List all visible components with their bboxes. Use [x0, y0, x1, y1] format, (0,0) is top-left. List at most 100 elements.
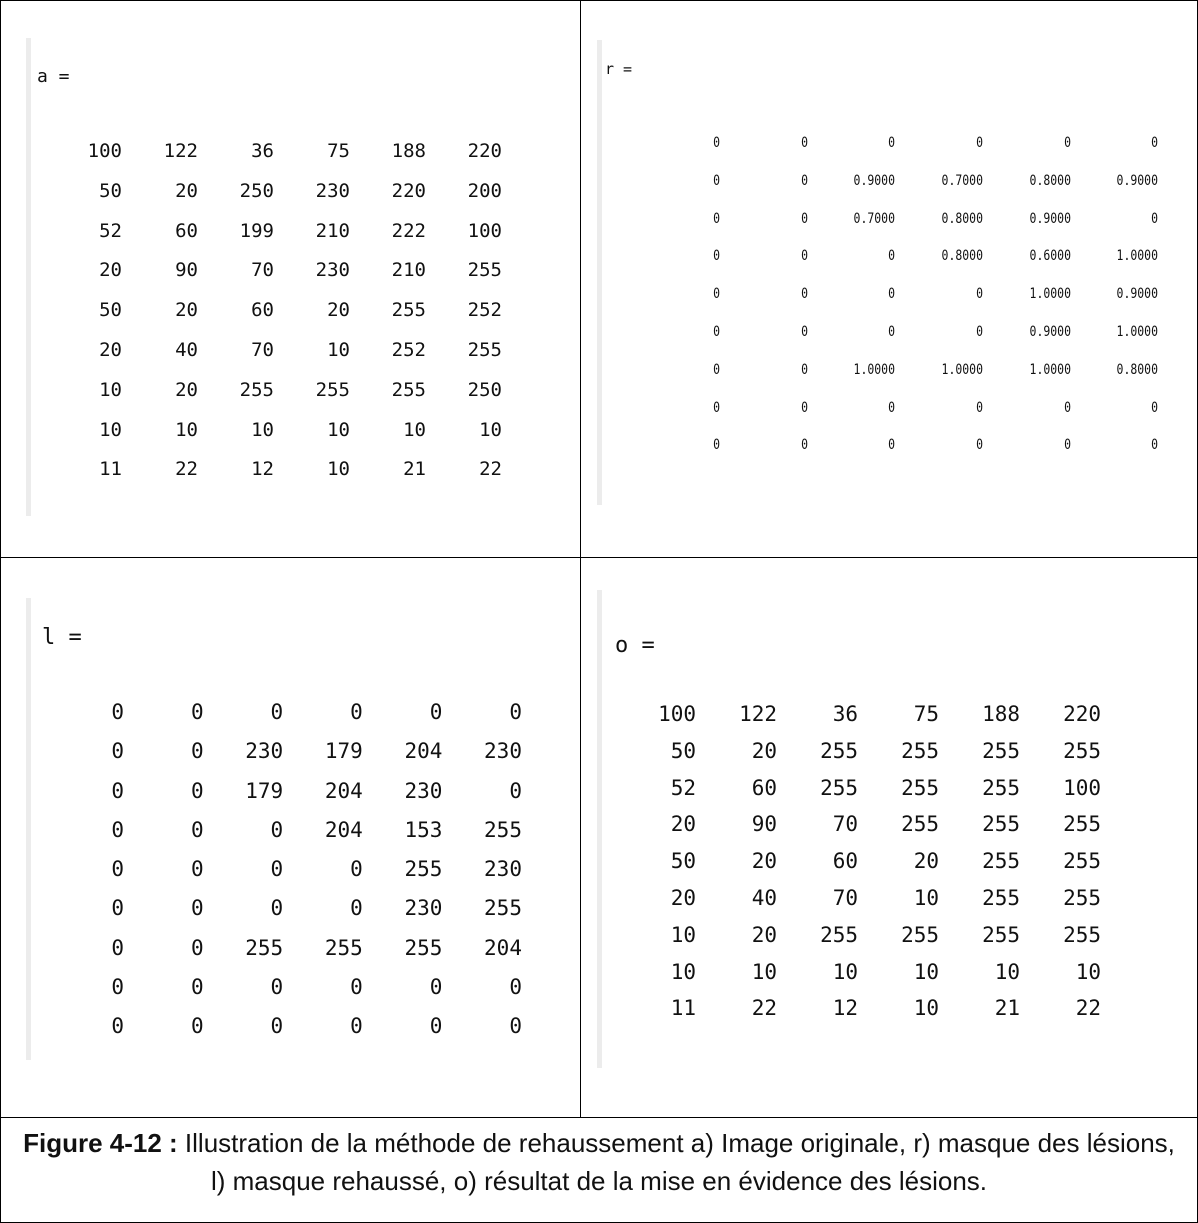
matrix-r-cell-value: 0: [800, 437, 808, 454]
matrix-o-cell-value: 22: [751, 996, 777, 1021]
matrix-l-cell-value: 255: [404, 935, 443, 960]
matrix-l-cell-value: 0: [270, 817, 284, 842]
matrix-o-cell-value: 255: [1063, 812, 1101, 837]
matrix-o-cell-value: 20: [751, 922, 777, 947]
matrix-l-cell-value: 0: [509, 975, 522, 1000]
matrix-o-cell-value: 10: [994, 959, 1020, 984]
matrix-l-cell-value: 0: [270, 1014, 284, 1039]
matrix-l-cell-value: 0: [111, 857, 124, 882]
matrix-l-cell-value: 0: [270, 896, 284, 921]
matrix-l-cell-value: 0: [190, 778, 204, 803]
matrix-a-cell-value: 255: [391, 299, 426, 322]
matrix-l-cell-value: 0: [190, 739, 204, 764]
matrix-a-cell-value: 250: [239, 179, 274, 202]
console-gutter-o: [597, 590, 602, 1068]
matrix-l-cell-value: 204: [324, 778, 363, 803]
matrix-l-cell-value: 0: [111, 935, 124, 960]
matrix-o-cell-value: 188: [982, 702, 1020, 726]
matrix-r-cell-value: 1.0000: [853, 361, 896, 378]
matrix-a-cell-value: 22: [175, 458, 198, 481]
matrix-o-cell-value: 10: [1075, 959, 1101, 984]
matrix-o-cell-value: 100: [658, 702, 696, 726]
matrix-a-cell-value: 36: [251, 140, 274, 162]
matrix-l-cell-value: 0: [429, 700, 443, 724]
matrix-a-cell-value: 52: [99, 219, 122, 242]
matrix-r-cell-value: 0: [888, 248, 896, 265]
matrix-a-cell-value: 188: [391, 140, 426, 162]
matrix-r-cell-value: 1.0000: [1116, 248, 1159, 265]
matrix-a-cell-value: 20: [99, 259, 122, 282]
matrix-l-cell-value: 0: [111, 817, 124, 842]
caption-text: Illustration de la méthode de rehausseme…: [177, 1128, 1175, 1196]
matrix-r-cell-value: 0: [713, 248, 720, 265]
matrix-a-cell-value: 21: [403, 458, 426, 481]
matrix-l-label: l =: [42, 625, 82, 650]
matrix-l-cell-value: 255: [245, 935, 284, 960]
matrix-o-cell-value: 70: [832, 885, 858, 910]
matrix-r-cell-value: 0: [1151, 437, 1159, 454]
matrix-o-cell-value: 10: [832, 959, 858, 984]
matrix-a-cell-value: 20: [175, 299, 198, 322]
matrix-l-cell-value: 255: [404, 857, 443, 882]
matrix-o-cell-value: 11: [670, 996, 696, 1021]
matrix-r-cell-value: 0: [976, 437, 984, 454]
matrix-l-cell-value: 204: [484, 935, 522, 960]
matrix-a-cell-value: 10: [327, 418, 350, 441]
matrix-a-cell-value: 12: [251, 458, 274, 481]
matrix-o-cell-value: 60: [751, 775, 777, 800]
matrix-o-cell-value: 255: [982, 738, 1020, 763]
matrix-r-cell-value: 0: [713, 437, 720, 454]
matrix-l-cell-value: 255: [324, 935, 363, 960]
matrix-a-cell-value: 122: [163, 140, 198, 162]
matrix-a-cell-value: 255: [467, 338, 502, 361]
matrix-l-cell-value: 0: [111, 1014, 124, 1039]
matrix-a-cell-value: 20: [327, 299, 350, 322]
matrix-l-cell-value: 230: [404, 896, 443, 921]
matrix-a-cell-value: 40: [175, 338, 198, 361]
matrix-r-cell-value: 0: [888, 323, 896, 340]
matrix-a-cell-value: 230: [315, 259, 350, 282]
matrix-a-cell-value: 90: [175, 259, 198, 282]
matrix-a-cell-value: 10: [175, 418, 198, 441]
matrix-o-cell-value: 220: [1063, 702, 1101, 726]
matrix-o-cell-value: 21: [994, 996, 1020, 1021]
matrix-r-cell-value: 0: [976, 399, 984, 416]
matrix-r-cell-value: 0: [976, 323, 984, 340]
matrix-r-cell-value: 0: [1151, 135, 1159, 151]
matrix-l-cell-value: 0: [111, 975, 124, 1000]
matrix-r-cell-value: 0: [713, 210, 720, 227]
matrix-o-cell-value: 12: [832, 996, 858, 1021]
matrix-l-cell-value: 0: [270, 975, 284, 1000]
matrix-a-cell-value: 22: [479, 458, 502, 481]
matrix-r-cell-value: 0: [888, 437, 896, 454]
matrix-o-cell-value: 255: [901, 738, 939, 763]
matrix-r-cell-value: 0: [888, 286, 896, 303]
matrix-r-cell-value: 0: [800, 172, 808, 189]
matrix-r-cell-value: 0: [1063, 437, 1071, 454]
figure-caption: Figure 4-12 : Illustration de la méthode…: [20, 1124, 1178, 1200]
matrix-l-values: 0 0 0 0 0 0 0 0 230 179 204 230 0 0 179 204 230 0 0 0 0 204 15…: [72, 700, 550, 1054]
matrix-r-cell-value: 0: [713, 135, 720, 151]
matrix-o-cell-value: 50: [670, 849, 696, 874]
matrix-a-cell-value: 222: [391, 219, 426, 242]
matrix-r-cell-value: 0.7000: [853, 210, 896, 227]
matrix-r-cell-value: 0: [888, 135, 896, 151]
matrix-o-cell-value: 255: [982, 922, 1020, 947]
matrix-r-cell-value: 0: [713, 286, 720, 303]
matrix-o-cell-value: 255: [820, 738, 858, 763]
matrix-o-cell-value: 20: [751, 849, 777, 874]
matrix-a-cell-value: 220: [391, 179, 426, 202]
matrix-o-cell-value: 60: [832, 849, 858, 874]
matrix-l-cell-value: 0: [190, 700, 204, 724]
matrix-l-cell-value: 0: [509, 778, 522, 803]
matrix-r-cell-value: 0.8000: [941, 248, 984, 265]
matrix-r-cell-value: 1.0000: [941, 361, 984, 378]
matrix-r-cell-value: 0: [713, 172, 720, 189]
matrix-a-cell-value: 70: [251, 259, 274, 282]
matrix-o-values: 100 122 36 75 188 220 50 20 255 255 255 255 52 60 255 2…: [640, 702, 1126, 1033]
matrix-l-cell-value: 0: [111, 778, 124, 803]
matrix-a-label: a =: [37, 66, 70, 87]
matrix-o-cell-value: 255: [1063, 849, 1101, 874]
matrix-r-cell-value: 0: [713, 323, 720, 340]
matrix-a-cell-value: 252: [467, 299, 502, 322]
